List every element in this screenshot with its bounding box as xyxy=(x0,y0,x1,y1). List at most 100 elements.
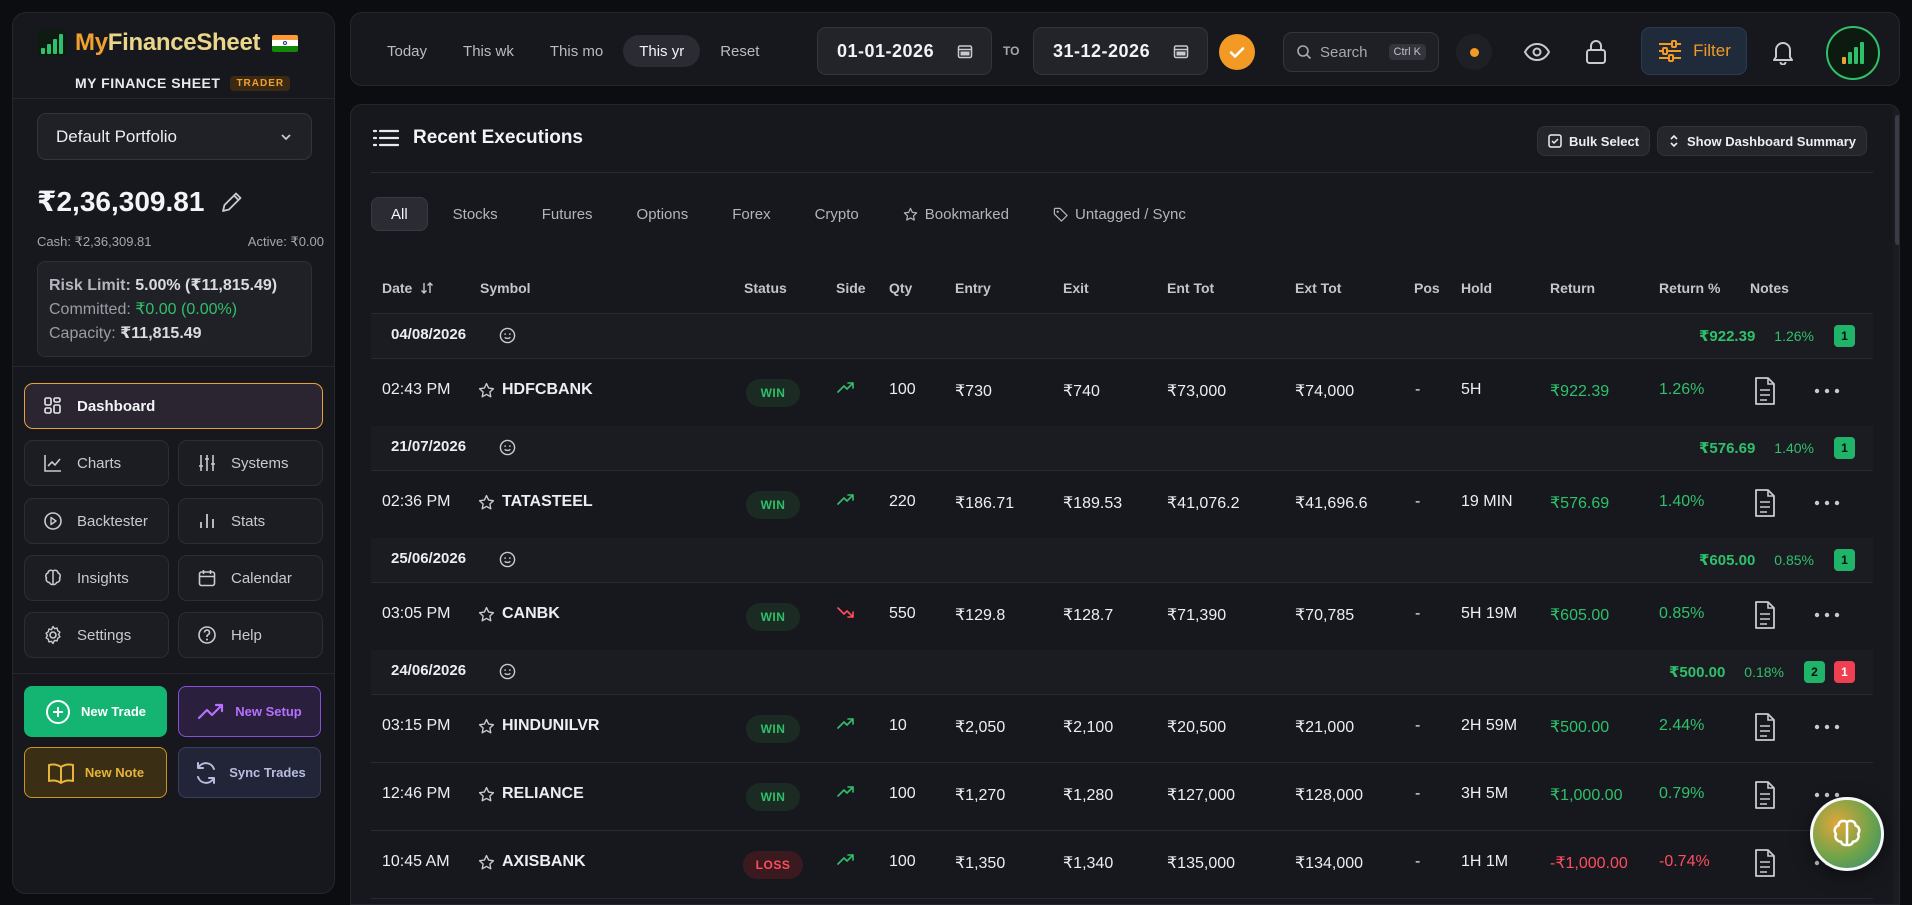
smile-icon[interactable] xyxy=(499,551,516,568)
portfolio-select[interactable]: Default Portfolio xyxy=(37,113,312,160)
bookmark-star-icon[interactable] xyxy=(478,494,495,511)
avatar[interactable] xyxy=(1826,26,1880,80)
bookmark-star-icon[interactable] xyxy=(478,382,495,399)
column-header-side: Side xyxy=(836,280,866,296)
table-row[interactable]: 03:15 PM HINDUNILVR 10 ₹2,050 ₹2,100 ₹20,500 ₹… xyxy=(371,695,1873,762)
nav-calendar[interactable]: Calendar xyxy=(178,555,323,601)
notes-document-icon[interactable] xyxy=(1753,780,1777,810)
nav-help[interactable]: Help xyxy=(178,612,323,658)
bookmark-star-icon[interactable] xyxy=(478,606,495,623)
table-row[interactable]: 02:36 PM TATASTEEL 220 ₹186.71 ₹189.53 ₹41,07… xyxy=(371,471,1873,538)
nav-dashboard[interactable]: Dashboard xyxy=(24,383,323,429)
calendar-icon[interactable] xyxy=(1173,43,1189,59)
status-dot-icon xyxy=(1469,47,1479,57)
date-to-input[interactable]: 31-12-2026 xyxy=(1033,27,1208,75)
smile-icon[interactable] xyxy=(499,663,516,680)
status-dot-button[interactable] xyxy=(1456,34,1492,70)
range-today[interactable]: Today xyxy=(387,42,428,60)
nav-charts[interactable]: Charts xyxy=(24,440,169,486)
apply-date-button[interactable] xyxy=(1219,34,1255,70)
table-row[interactable]: 02:43 PM HDFCBANK 100 ₹730 ₹740 ₹73,000 ₹74,00… xyxy=(371,359,1873,426)
more-options-icon[interactable] xyxy=(1814,612,1840,618)
trade-return: ₹605.00 xyxy=(1550,607,1610,624)
table-row[interactable]: 12:46 PM RELIANCE 100 ₹1,270 ₹1,280 ₹127,000 ₹… xyxy=(371,763,1873,830)
tab-crypto[interactable]: Crypto xyxy=(814,205,859,223)
notes-document-icon[interactable] xyxy=(1753,848,1777,878)
divider xyxy=(371,172,1873,173)
trade-exit-total: ₹128,000 xyxy=(1295,787,1364,804)
nav-insights[interactable]: Insights xyxy=(24,555,169,601)
chevron-down-icon xyxy=(279,130,293,144)
tab-options[interactable]: Options xyxy=(636,205,689,223)
group-summary: ₹605.00 0.85% 1 xyxy=(1699,538,1855,582)
table-row[interactable]: 03:05 PM CANBK 550 ₹129.8 ₹128.7 ₹71,390 ₹70,7… xyxy=(371,583,1873,650)
notes-document-icon[interactable] xyxy=(1753,488,1777,518)
search-shortcut-hint: Ctrl K xyxy=(1388,44,1426,60)
tab-bookmarked[interactable]: Bookmarked xyxy=(884,197,1028,231)
trade-time: 10:45 AM xyxy=(382,853,450,870)
notes-document-icon[interactable] xyxy=(1753,712,1777,742)
date-from-input[interactable]: 01-01-2026 xyxy=(817,27,992,75)
smile-icon[interactable] xyxy=(499,439,516,456)
trending-down-icon xyxy=(837,605,855,619)
notes-document-icon[interactable] xyxy=(1753,376,1777,406)
tab-stocks[interactable]: Stocks xyxy=(452,205,498,223)
scrollbar-track[interactable] xyxy=(1893,105,1899,904)
bookmark-star-icon[interactable] xyxy=(478,854,495,871)
range-this-year[interactable]: This yr xyxy=(623,35,701,67)
nav-stats[interactable]: Stats xyxy=(178,498,323,544)
trade-hold: 2H 59M xyxy=(1461,717,1518,734)
range-this-week[interactable]: This wk xyxy=(463,42,514,60)
new-trade-button[interactable]: New Trade xyxy=(24,686,167,737)
trade-return: -₹1,000.00 xyxy=(1550,855,1628,872)
more-options-icon[interactable] xyxy=(1814,724,1840,730)
trade-exit: ₹2,100 xyxy=(1063,719,1114,736)
bookmark-star-icon[interactable] xyxy=(478,786,495,803)
trade-time: 02:36 PM xyxy=(382,493,451,510)
bell-icon[interactable] xyxy=(1765,34,1801,70)
win-count-badge: 1 xyxy=(1834,325,1855,347)
notes-document-icon[interactable] xyxy=(1753,600,1777,630)
tab-all[interactable]: All xyxy=(371,197,428,231)
date-group-row: 25/06/2026 ₹605.00 0.85% 1 xyxy=(371,538,1873,582)
range-this-month[interactable]: This mo xyxy=(549,42,604,60)
date-group-row: 04/08/2026 ₹922.39 1.26% 1 xyxy=(371,314,1873,358)
more-options-icon[interactable] xyxy=(1814,388,1840,394)
trade-entry: ₹1,270 xyxy=(955,787,1006,804)
column-header-return: Return xyxy=(1550,280,1596,296)
chevron-up-down-icon xyxy=(1668,133,1680,149)
trade-hold: 19 MIN xyxy=(1461,493,1513,510)
new-note-button[interactable]: New Note xyxy=(24,747,167,798)
search-input[interactable]: Search Ctrl K xyxy=(1283,32,1439,72)
bookmark-star-icon[interactable] xyxy=(478,718,495,735)
column-header-entry: Entry xyxy=(955,280,991,296)
show-dashboard-summary-button[interactable]: Show Dashboard Summary xyxy=(1657,126,1868,156)
trade-return-pct: 1.40% xyxy=(1659,493,1705,510)
brand-logo[interactable]: MyFinanceSheet xyxy=(37,29,299,57)
ai-assistant-button[interactable] xyxy=(1810,797,1884,871)
eye-icon[interactable] xyxy=(1519,34,1555,70)
bulk-select-button[interactable]: Bulk Select xyxy=(1537,126,1651,156)
nav-settings[interactable]: Settings xyxy=(24,612,169,658)
calendar-icon xyxy=(197,568,217,588)
more-options-icon[interactable] xyxy=(1814,792,1840,798)
sync-trades-button[interactable]: Sync Trades xyxy=(178,747,321,798)
column-header-ent-tot: Ent Tot xyxy=(1167,280,1215,296)
lock-icon[interactable] xyxy=(1578,34,1614,70)
smile-icon[interactable] xyxy=(499,327,516,344)
new-setup-button[interactable]: New Setup xyxy=(178,686,321,737)
scrollbar-thumb[interactable] xyxy=(1895,115,1899,245)
table-row[interactable]: 10:45 AM AXISBANK 100 ₹1,350 ₹1,340 ₹135,000 ₹… xyxy=(371,831,1873,898)
tab-forex[interactable]: Forex xyxy=(732,205,771,223)
calendar-icon[interactable] xyxy=(957,43,973,59)
column-header-date[interactable]: Date xyxy=(382,280,434,296)
range-reset[interactable]: Reset xyxy=(720,42,760,60)
filter-button[interactable]: Filter xyxy=(1641,27,1747,75)
nav-systems[interactable]: Systems xyxy=(178,440,323,486)
tab-untagged-sync[interactable]: Untagged / Sync xyxy=(1034,197,1205,231)
brand-name: MyFinanceSheet xyxy=(75,29,261,56)
edit-pencil-icon[interactable] xyxy=(218,188,246,216)
tab-futures[interactable]: Futures xyxy=(541,205,593,223)
nav-backtester[interactable]: Backtester xyxy=(24,498,169,544)
more-options-icon[interactable] xyxy=(1814,500,1840,506)
